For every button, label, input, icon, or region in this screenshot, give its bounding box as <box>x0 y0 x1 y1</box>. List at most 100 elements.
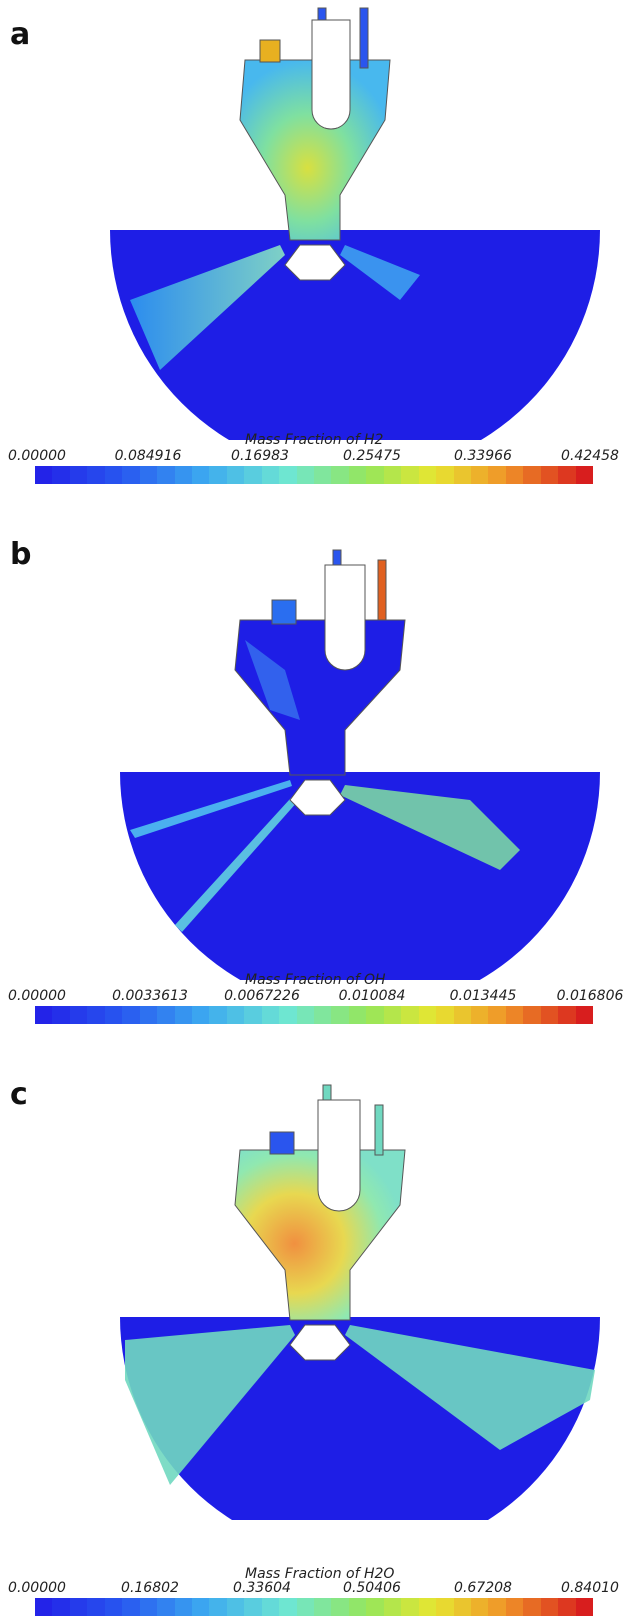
injector-body <box>234 1149 406 1321</box>
left-jet-plume <box>125 1325 295 1485</box>
colorbar-tick: 0.25475 <box>343 448 401 464</box>
colorbar-swatch <box>279 1006 297 1024</box>
colorbar-swatch <box>348 1598 367 1616</box>
lance-right-wall <box>359 7 369 69</box>
colorbar-tick: 0.84010 <box>561 1580 619 1596</box>
colorbar-swatch <box>314 1006 332 1024</box>
colorbar <box>35 466 593 484</box>
colorbar-swatch <box>331 1598 349 1616</box>
colorbar-swatch <box>122 1006 140 1024</box>
colorbar-tick: 0.00000 <box>8 988 66 1004</box>
colorbar-swatch <box>244 1598 262 1616</box>
colorbar-swatch <box>436 466 454 484</box>
colorbar-swatch <box>383 1006 402 1024</box>
colorbar-swatch <box>366 466 384 484</box>
colorbar-swatch <box>226 466 245 484</box>
colorbar-swatch <box>157 1598 175 1616</box>
colorbar-swatch <box>209 1006 227 1024</box>
colorbar-swatch <box>575 1598 593 1616</box>
colorbar-swatch <box>418 466 437 484</box>
colorbar-swatch <box>488 466 506 484</box>
colorbar-swatch <box>314 1598 332 1616</box>
colorbar-swatch <box>87 1006 105 1024</box>
colorbar-swatch <box>52 1598 70 1616</box>
colorbar-swatch <box>348 1006 367 1024</box>
colorbar-swatch <box>35 466 53 484</box>
central-lance <box>324 564 366 671</box>
colorbar-swatch <box>401 466 419 484</box>
colorbar-swatch <box>35 1006 53 1024</box>
colorbar-swatch <box>418 1598 437 1616</box>
panel-label: c <box>10 1077 28 1112</box>
colorbar-swatch <box>261 1598 280 1616</box>
right-jet-plume <box>340 245 420 300</box>
colorbar-swatch <box>244 466 262 484</box>
colorbar-tick: 0.33966 <box>454 448 512 464</box>
fuel-inlet <box>269 1131 295 1155</box>
colorbar-tick: 0.010084 <box>338 988 406 1004</box>
colorbar-title: Mass Fraction of OH <box>245 972 386 988</box>
colorbar-swatch <box>453 1006 471 1024</box>
nozzle-insert <box>289 1324 351 1361</box>
colorbar-swatch <box>174 1006 192 1024</box>
colorbar-tick: 0.33604 <box>233 1580 291 1596</box>
colorbar-swatch <box>453 466 471 484</box>
body-streak <box>245 640 300 720</box>
colorbar-tick: 0.0033613 <box>112 988 188 1004</box>
colorbar-swatch <box>122 1598 140 1616</box>
colorbar-swatch <box>540 1598 559 1616</box>
colorbar-swatch <box>104 1598 123 1616</box>
injector-body <box>239 59 391 241</box>
colorbar-tick: 0.0067226 <box>224 988 300 1004</box>
lance-right-wall <box>374 1104 384 1156</box>
colorbar-swatch <box>488 1598 506 1616</box>
central-lance <box>311 19 351 130</box>
left-flame-streak <box>175 788 306 932</box>
colorbar-swatch <box>209 466 227 484</box>
colorbar-swatch <box>191 1598 210 1616</box>
colorbar-swatch <box>383 466 402 484</box>
colorbar-tick: 0.084916 <box>114 448 182 464</box>
colorbar-swatch <box>87 1598 105 1616</box>
panel-label: a <box>10 17 31 52</box>
colorbar-tick: 0.016806 <box>556 988 624 1004</box>
colorbar-swatch <box>470 1006 489 1024</box>
colorbar-swatch <box>348 466 367 484</box>
colorbar-swatch <box>331 466 349 484</box>
colorbar-swatch <box>401 1006 419 1024</box>
colorbar-tick: 0.00000 <box>8 1580 66 1596</box>
colorbar-swatch <box>436 1598 454 1616</box>
colorbar-tick: 0.67208 <box>454 1580 512 1596</box>
colorbar-swatch <box>523 466 541 484</box>
panel-c: c Mass Fraction of H2O 0.00000 0.16802 0… <box>0 1080 641 1620</box>
h2-contour-field <box>110 7 600 440</box>
colorbar-swatch <box>244 1006 262 1024</box>
colorbar-swatch <box>261 1006 280 1024</box>
colorbar-swatch <box>558 466 576 484</box>
panel-b: b Mass Fraction of OH 0.00000 0.0033613 … <box>0 540 641 1080</box>
oh-contour-field <box>120 549 600 980</box>
colorbar-swatch <box>418 1006 437 1024</box>
colorbar-swatch <box>540 466 559 484</box>
colorbar-swatch <box>453 1598 471 1616</box>
colorbar-tick: 0.50406 <box>343 1580 401 1596</box>
colorbar-tick: 0.16802 <box>121 1580 179 1596</box>
colorbar-swatch <box>296 1598 314 1616</box>
left-flame-streak <box>130 780 292 838</box>
colorbar-swatch <box>139 466 158 484</box>
nozzle-insert <box>289 779 346 816</box>
colorbar-tick: 0.013445 <box>449 988 517 1004</box>
colorbar-swatch <box>279 466 297 484</box>
colorbar-swatch <box>87 466 105 484</box>
colorbar-swatch <box>209 1598 227 1616</box>
colorbar-swatch <box>104 466 123 484</box>
colorbar-swatch <box>523 1598 541 1616</box>
colorbar-swatch <box>401 1598 419 1616</box>
panel-a: a Mass Fraction of H2 0.000 <box>0 0 641 540</box>
colorbar <box>35 1598 593 1616</box>
colorbar-tick: 0.42458 <box>561 448 619 464</box>
colorbar-swatch <box>331 1006 349 1024</box>
right-flame-zone <box>340 785 520 870</box>
left-jet-plume <box>130 245 285 370</box>
colorbar-swatch <box>470 466 489 484</box>
